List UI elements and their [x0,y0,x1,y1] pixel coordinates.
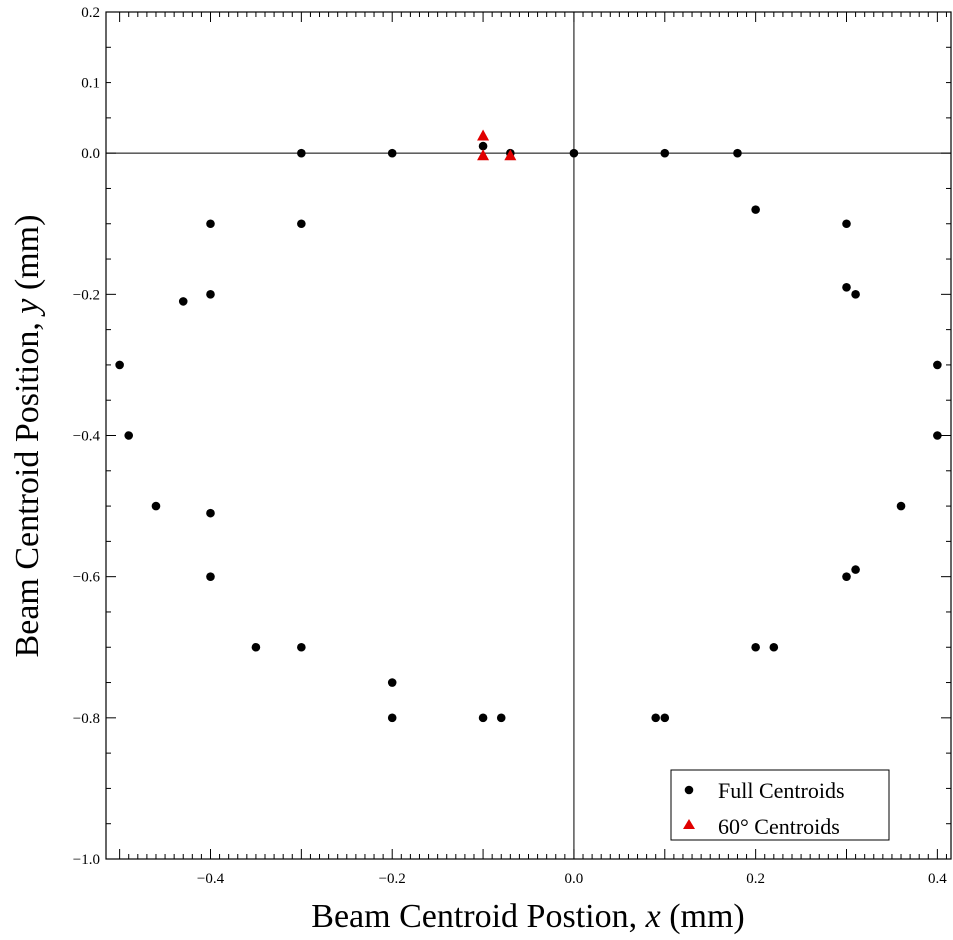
full-centroid-point [851,290,860,299]
y-tick-label: −0.6 [73,570,101,586]
legend-box [670,769,890,841]
sixty-degree-centroid-point [477,129,490,141]
full-centroid-point [751,205,760,214]
full-centroid-point [251,642,261,652]
x-axis-title-prefix: Beam Centroid Postion, [311,898,645,935]
x-tick-label: −0.4 [197,871,225,887]
full-centroid-point [842,219,851,229]
full-centroid-point [297,642,306,652]
y-axis-title-prefix: Beam Centroid Position, [9,314,46,658]
full-centroid-point [387,148,397,158]
y-tick-label: 0.0 [81,146,100,162]
x-axis-title: Beam Centroid Postion, x (mm) [311,898,744,935]
full-centroid-point [660,148,670,158]
full-centroid-point [387,713,397,723]
full-centroid-point [178,297,188,306]
x-tick-label: −0.2 [379,871,406,887]
reference-lines [106,12,951,859]
x-tick-label: 0.0 [565,871,584,887]
full-centroid-point [651,713,661,723]
full-centroid-point [933,431,942,440]
full-centroid-point [842,572,851,581]
y-tick-label: −0.4 [73,429,101,445]
y-tick-label: −1.0 [73,852,100,868]
full-centroid-point [387,678,397,687]
full-centroid-point [478,713,488,723]
legend-marker-full-centroids [684,785,694,795]
full-centroid-point [478,141,488,151]
full-centroid-point [496,713,506,723]
legend-marker-60-centroids [683,819,695,829]
sixty-degree-centroid-point [477,149,490,161]
x-tick-label: 0.2 [746,871,765,887]
y-axis-title: Beam Centroid Position, y (mm) [9,215,46,658]
full-centroid-point [733,148,742,158]
full-centroid-point [933,360,942,370]
x-tick-label: 0.4 [928,871,947,887]
full-centroid-point [569,148,579,158]
x-axis-title-unit: (mm) [661,898,745,935]
y-tick-label: 0.1 [81,76,100,92]
full-centroid-point [769,642,779,652]
y-axis-title-variable: y [9,298,46,317]
full-centroid-point [660,713,670,723]
x-axis-title-variable: x [645,898,661,935]
full-centroid-point [124,431,134,440]
full-centroid-point [297,219,306,229]
axis-ticks [106,11,951,860]
full-centroid-point [115,360,124,370]
data-points [115,129,942,723]
y-axis-title-unit: (mm) [9,215,46,299]
full-centroid-point [206,290,215,299]
y-tick-label: 0.2 [81,5,100,21]
sixty-degree-centroid-point [504,149,517,161]
full-centroid-point [297,148,306,158]
y-tick-label: −0.8 [73,711,100,727]
full-centroid-point [751,642,760,652]
y-tick-label: −0.2 [73,287,100,303]
legend-label-60-centroids: 60° Centroids [718,814,840,839]
full-centroid-point [842,282,851,292]
full-centroid-point [896,501,906,511]
plot-area [105,11,952,860]
full-centroid-point [206,219,215,229]
full-centroid-point [206,508,215,518]
axis-frame [105,11,952,860]
legend: Full Centroids 60° Centroids [670,769,890,841]
tick-labels: −0.4 −0.2 0.0 0.2 0.4 0.2 0.1 0.0 −0.2 −0.4 −0.6 −0… [73,5,947,887]
full-centroid-point [206,572,215,581]
full-centroid-point [851,565,860,574]
full-centroid-point [151,501,161,511]
legend-label-full-centroids: Full Centroids [718,778,845,803]
